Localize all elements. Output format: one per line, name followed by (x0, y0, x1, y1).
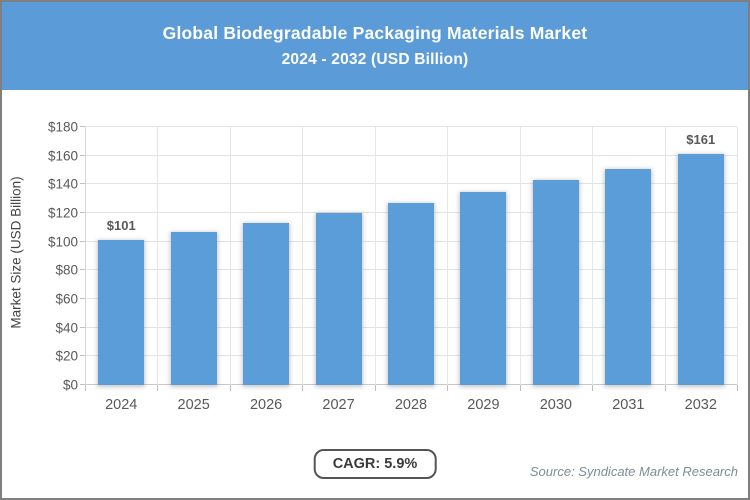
x-tick-label-2032: 2032 (684, 397, 717, 413)
x-tick-mark (737, 385, 738, 391)
x-tick-label-2028: 2028 (394, 397, 428, 413)
bar-value-label-2024: $101 (106, 218, 136, 234)
source-text: Source: Syndicate Market Research (529, 464, 738, 479)
chart-subtitle: 2024 - 2032 (USD Billion) (281, 51, 469, 68)
cagr-badge-label: CAGR: 5.9% (332, 456, 418, 472)
x-tick-mark (374, 385, 376, 391)
y-tick-label-180: $180 (47, 119, 78, 135)
gridline-x-boundary-9 (737, 127, 738, 385)
gridline-x-boundary-1 (157, 127, 159, 385)
x-tick-label-2026: 2026 (249, 397, 283, 413)
gridline-x-boundary-2 (229, 127, 231, 385)
y-tick-label-20: $20 (55, 348, 78, 364)
y-tick-mark (80, 126, 85, 127)
bar-2030 (532, 180, 579, 385)
bar-2025 (170, 231, 217, 385)
y-tick-mark (80, 154, 85, 156)
bar-value-label-2032: $161 (686, 132, 716, 148)
x-axis-tick-labels: 2024 2025 2026 2027 2028 2029 2030 2031 2032 (85, 397, 737, 417)
bar-2026 (243, 223, 290, 385)
gridline-x-boundary-6 (519, 127, 521, 385)
bar-2029 (460, 191, 507, 385)
bar-2031 (605, 168, 652, 385)
y-tick-label-140: $140 (47, 176, 78, 192)
y-tick-mark (80, 212, 85, 213)
y-tick-mark (80, 269, 85, 271)
y-tick-mark (80, 298, 85, 299)
x-tick-label-2024: 2024 (105, 397, 138, 413)
cagr-badge: CAGR: 5.9% (313, 449, 437, 479)
x-tick-label-2027: 2027 (322, 397, 355, 413)
y-tick-mark (80, 355, 85, 357)
bar-2024 (98, 240, 145, 385)
gridline-y-140 (85, 183, 737, 185)
x-tick-mark (302, 385, 304, 391)
x-tick-mark (447, 385, 449, 391)
gridline-x-boundary-8 (664, 127, 666, 385)
y-tick-label-100: $100 (47, 234, 78, 250)
gridline-x-boundary-3 (302, 127, 304, 385)
bar-2027 (315, 213, 362, 385)
x-tick-mark (229, 385, 231, 391)
x-tick-mark (519, 385, 521, 391)
x-tick-mark (157, 385, 159, 391)
x-tick-label-2029: 2029 (467, 397, 500, 413)
gridline-y-160 (85, 154, 737, 156)
y-tick-label-0: $0 (62, 377, 78, 393)
y-tick-mark (80, 384, 85, 385)
y-tick-label-80: $80 (55, 262, 78, 278)
y-tick-label-60: $60 (55, 291, 78, 307)
y-tick-label-160: $160 (47, 148, 78, 164)
x-tick-label-2030: 2030 (539, 397, 573, 413)
gridline-x-boundary-0 (85, 127, 86, 385)
bar-2032 (677, 154, 724, 385)
y-tick-label-120: $120 (47, 205, 78, 221)
y-tick-mark (80, 326, 85, 328)
gridline-x-boundary-5 (447, 127, 449, 385)
gridline-x-boundary-4 (374, 127, 376, 385)
x-tick-label-2025: 2025 (177, 397, 210, 413)
y-tick-mark (80, 240, 85, 242)
y-tick-mark (80, 183, 85, 185)
x-tick-label-2031: 2031 (612, 397, 645, 413)
chart-header: Global Biodegradable Packaging Materials… (2, 2, 748, 90)
x-tick-mark (592, 385, 594, 391)
chart-title: Global Biodegradable Packaging Materials… (162, 23, 588, 43)
x-tick-mark (85, 385, 86, 391)
plot-area: $101 $161 (80, 126, 738, 391)
y-axis-tick-labels: $0 $20 $40 $60 $80 $100 $120 $140 $160 $180 (2, 120, 78, 393)
bar-2028 (388, 202, 434, 385)
y-tick-label-40: $40 (55, 320, 78, 336)
x-tick-mark (664, 385, 666, 391)
gridline-x-boundary-7 (592, 127, 594, 385)
gridline-y-180 (85, 126, 737, 127)
